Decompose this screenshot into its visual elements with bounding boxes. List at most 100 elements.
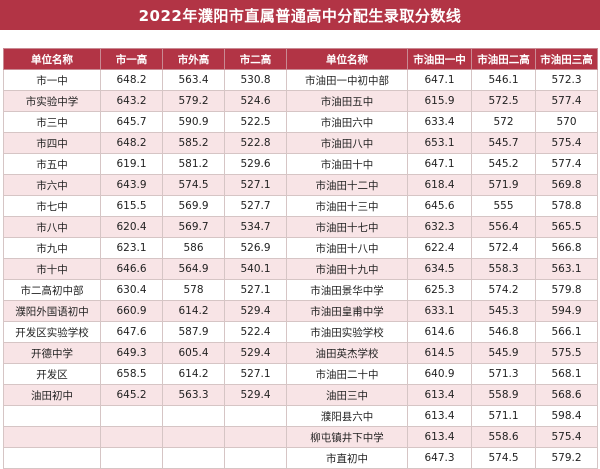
school-name-cell: 市油田十七中 [286,216,408,238]
score-cell: 648.2 [100,69,163,91]
score-cell: 529.4 [224,300,287,322]
score-cell: 568.1 [535,363,598,385]
score-cell: 571.3 [471,363,536,385]
school-name-cell: 市油田十三中 [286,195,408,217]
score-cell: 558.9 [471,384,536,406]
school-name-cell: 市油田五中 [286,90,408,112]
score-cell: 614.6 [407,321,472,343]
school-name-cell: 开德中学 [3,342,101,364]
score-cell: 545.9 [471,342,536,364]
school-name-cell [3,426,101,448]
score-cell: 574.2 [471,279,536,301]
score-cell: 658.5 [100,363,163,385]
score-cell [162,405,225,427]
score-cell: 575.4 [535,426,598,448]
score-cell: 527.1 [224,279,287,301]
school-name-cell: 市三中 [3,111,101,133]
school-name-cell: 市油田六中 [286,111,408,133]
table-row: 市七中 615.5 569.9 527.7 市油田十三中 645.6 555 578.8 [3,195,598,217]
table-row: 市三中 645.7 590.9 522.5 市油田六中 633.4 572 570 [3,111,598,133]
school-name-cell: 市十中 [3,258,101,280]
column-header: 市外高 [162,48,225,70]
score-cell [100,426,163,448]
score-cell: 574.5 [471,447,536,469]
score-cell: 558.6 [471,426,536,448]
score-cell: 522.5 [224,111,287,133]
table-row: 柳屯镇井下中学 613.4 558.6 575.4 [3,426,598,448]
table-row: 市五中 619.1 581.2 529.6 市油田十中 647.1 545.2 577.4 [3,153,598,175]
school-name-cell: 市四中 [3,132,101,154]
score-cell: 578 [162,279,225,301]
school-name-cell: 市实验中学 [3,90,101,112]
score-cell: 527.1 [224,363,287,385]
score-cell: 630.4 [100,279,163,301]
score-cell [224,405,287,427]
table-row: 开发区实验学校 647.6 587.9 522.4 市油田实验学校 614.6 546.8 5… [3,321,598,343]
score-cell: 568.6 [535,384,598,406]
score-cell [100,447,163,469]
school-name-cell: 市九中 [3,237,101,259]
score-cell: 646.6 [100,258,163,280]
score-cell: 643.9 [100,174,163,196]
school-name-cell: 市油田十九中 [286,258,408,280]
blank-row [0,30,600,48]
school-name-cell: 市五中 [3,153,101,175]
table-row: 濮阳县六中 613.4 571.1 598.4 [3,405,598,427]
score-cell: 529.4 [224,384,287,406]
score-cell: 586 [162,237,225,259]
score-cell: 564.9 [162,258,225,280]
score-cell: 563.1 [535,258,598,280]
table-row: 油田初中 645.2 563.3 529.4 油田三中 613.4 558.9 568.6 [3,384,598,406]
school-name-cell: 油田英杰学校 [286,342,408,364]
score-cell: 620.4 [100,216,163,238]
score-cell: 572 [471,111,536,133]
school-name-cell: 油田初中 [3,384,101,406]
score-cell: 614.2 [162,363,225,385]
table-row: 市直初中 647.3 574.5 579.2 [3,447,598,469]
score-cell: 614.5 [407,342,472,364]
score-cell [224,426,287,448]
table-row: 市二高初中部 630.4 578 527.1 市油田景华中学 625.3 574.2 579.… [3,279,598,301]
score-cell: 569.8 [535,174,598,196]
score-cell: 614.2 [162,300,225,322]
school-name-cell: 油田三中 [286,384,408,406]
table-header-row: 单位名称 市一高 市外高 市二高 单位名称 市油田一中 市油田二高 市油田三高 [3,48,598,70]
score-cell: 594.9 [535,300,598,322]
score-cell: 581.2 [162,153,225,175]
school-name-cell: 柳屯镇井下中学 [286,426,408,448]
score-cell: 634.5 [407,258,472,280]
table-row: 开发区 658.5 614.2 527.1 市油田二十中 640.9 571.3 568.1 [3,363,598,385]
school-name-cell: 市油田皇甫中学 [286,300,408,322]
table-row: 市十中 646.6 564.9 540.1 市油田十九中 634.5 558.3 563.1 [3,258,598,280]
school-name-cell: 市油田八中 [286,132,408,154]
score-cell: 590.9 [162,111,225,133]
score-cell: 645.2 [100,384,163,406]
score-cell: 522.8 [224,132,287,154]
score-cell: 623.1 [100,237,163,259]
score-cell: 529.6 [224,153,287,175]
score-cell: 565.5 [535,216,598,238]
score-cell: 545.7 [471,132,536,154]
table-row: 市四中 648.2 585.2 522.8 市油田八中 653.1 545.7 575.4 [3,132,598,154]
score-cell: 545.3 [471,300,536,322]
school-name-cell: 市油田十二中 [286,174,408,196]
score-cell: 647.1 [407,69,472,91]
table-row: 市实验中学 643.2 579.2 524.6 市油田五中 615.9 572.5 577.4 [3,90,598,112]
score-cell: 572.3 [535,69,598,91]
column-header: 市二高 [224,48,287,70]
score-cell: 615.5 [100,195,163,217]
score-cell: 569.9 [162,195,225,217]
score-cell: 555 [471,195,536,217]
score-cell: 545.2 [471,153,536,175]
score-cell: 566.1 [535,321,598,343]
score-cell: 572.5 [471,90,536,112]
score-cell: 529.4 [224,342,287,364]
column-header: 市一高 [100,48,163,70]
score-cell: 615.9 [407,90,472,112]
score-cell: 571.1 [471,405,536,427]
table-row: 市六中 643.9 574.5 527.1 市油田十二中 618.4 571.9 569.8 [3,174,598,196]
score-cell: 575.4 [535,132,598,154]
score-cell: 625.3 [407,279,472,301]
score-cell: 578.8 [535,195,598,217]
score-cell: 647.1 [407,153,472,175]
